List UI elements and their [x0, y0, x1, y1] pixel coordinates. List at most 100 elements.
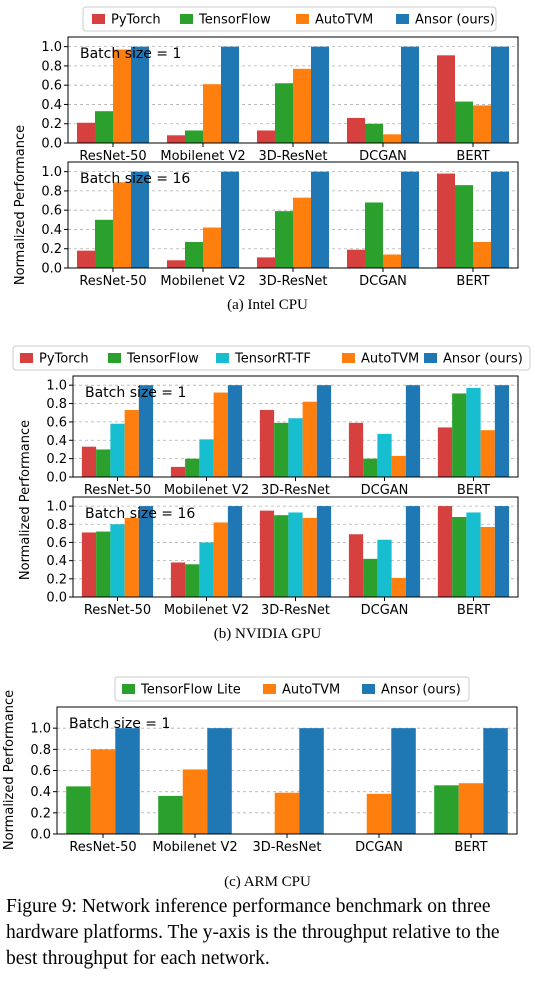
bar-pytorch-bert: [437, 173, 455, 268]
y-tick-label: 1.0: [46, 379, 67, 394]
bar-autotvm-mobilenet-v2: [182, 769, 208, 834]
bar-pytorch-mobilenet-v2: [170, 562, 186, 597]
y-tick-label: 0.6: [41, 79, 62, 94]
bar-autotvm-resnet-50: [113, 182, 131, 268]
bar-tensorflow-resnet-50: [95, 111, 113, 143]
y-tick-label: 0.8: [41, 184, 62, 199]
y-tick-label: 0.4: [46, 434, 67, 449]
x-tick-label: BERT: [457, 603, 490, 618]
caption-nvidia-gpu: (b) NVIDIA GPU: [213, 626, 322, 642]
y-axis-label: Normalized Performance: [13, 125, 28, 285]
bar-tensorflow-resnet-50: [95, 219, 113, 268]
bar-tensorflow-bert: [452, 517, 467, 597]
bar-tensorflow-resnet-50: [96, 449, 111, 477]
bar-ansor-ours--dcgan: [405, 385, 421, 477]
bar-tensorflow-dcgan: [363, 558, 378, 597]
bar-ansor-ours--bert: [483, 728, 508, 834]
legend-swatch-tensorflow: [180, 14, 193, 24]
legend-label: TensorFlow: [198, 13, 271, 28]
legend-label: TensorFlow Lite: [140, 683, 241, 698]
x-tick-label: Mobilenet V2: [160, 274, 245, 289]
bar-ansor-ours--dcgan: [401, 46, 419, 143]
bar-autotvm-resnet-50: [124, 517, 139, 597]
bar-autotvm-mobilenet-v2: [203, 84, 221, 143]
bar-autotvm-bert: [480, 527, 495, 597]
legend-label: PyTorch: [39, 352, 89, 367]
bar-ansor-ours--resnet-50: [131, 46, 149, 143]
legend-label: Ansor (ours): [415, 13, 495, 28]
bar-ansor-ours--mobilenet-v2: [227, 385, 243, 477]
bar-tensorflow-mobilenet-v2: [185, 458, 200, 477]
bar-pytorch-resnet-50: [81, 532, 97, 597]
bar-ansor-ours--bert: [491, 171, 509, 268]
legend-swatch-pytorch: [20, 353, 33, 363]
bar-tensorflow-bert: [452, 393, 467, 477]
panel-frame: [72, 375, 519, 478]
bar-autotvm-bert: [473, 105, 491, 143]
bar-ansor-ours--mobilenet-v2: [221, 171, 239, 268]
caption-arm-cpu: (c) ARM CPU: [224, 874, 311, 890]
bar-pytorch-resnet-50: [77, 122, 95, 143]
legend-label: AutoTVM: [282, 683, 340, 698]
bar-tensorflow-lite-mobilenet-v2: [158, 795, 183, 834]
x-tick-label: BERT: [456, 274, 489, 289]
bar-ansor-ours--resnet-50: [115, 728, 140, 834]
legend-swatch-autotvm: [342, 353, 355, 363]
legend-box: [82, 6, 497, 32]
bar-tensorrt-tf-3d-resnet: [288, 418, 303, 477]
bar-tensorflow-bert: [455, 185, 473, 268]
bar-ansor-ours--dcgan: [405, 506, 421, 597]
bar-ansor-ours--3d-resnet: [299, 728, 324, 834]
caption-intel-cpu: (a) Intel CPU: [227, 297, 308, 313]
legend-label: Ansor (ours): [381, 683, 461, 698]
y-tick-label: 0.4: [30, 785, 51, 800]
bar-tensorflow-3d-resnet: [274, 515, 289, 597]
bar-autotvm-resnet-50: [113, 49, 131, 144]
y-tick-label: 1.0: [30, 722, 51, 737]
bar-autotvm-bert: [473, 241, 491, 268]
y-tick-label: 0.0: [30, 828, 51, 843]
legend-label: TensorRT-TF: [234, 352, 311, 367]
x-tick-label: BERT: [457, 483, 490, 498]
figure-caption: Figure 9: Network inference performance …: [6, 896, 500, 969]
panel-title: Batch size = 1: [85, 385, 186, 401]
bar-tensorrt-tf-resnet-50: [110, 423, 125, 477]
bar-autotvm-resnet-50: [90, 749, 116, 834]
bar-autotvm-resnet-50: [124, 409, 139, 477]
x-tick-label: DCGAN: [361, 483, 409, 498]
y-tick-label: 0.2: [46, 452, 67, 467]
y-tick-label: 0.6: [30, 764, 51, 779]
y-tick-label: 0.4: [41, 98, 62, 113]
bar-autotvm-mobilenet-v2: [213, 392, 228, 477]
bar-ansor-ours--3d-resnet: [311, 46, 329, 143]
bar-pytorch-3d-resnet: [259, 409, 275, 477]
bar-tensorrt-tf-dcgan: [377, 433, 392, 477]
y-tick-label: 0.4: [46, 554, 67, 569]
x-tick-label: Mobilenet V2: [160, 149, 245, 164]
y-tick-label: 0.2: [30, 806, 51, 821]
bar-autotvm-bert: [480, 430, 495, 477]
y-tick-label: 0.2: [41, 117, 62, 132]
bar-pytorch-bert: [437, 506, 453, 597]
x-tick-label: DCGAN: [359, 149, 407, 164]
x-tick-label: 3D-ResNet: [261, 603, 330, 618]
y-tick-label: 0.8: [41, 59, 62, 74]
x-tick-label: 3D-ResNet: [252, 840, 321, 855]
panel-title: Batch size = 16: [85, 506, 195, 522]
legend-swatch-tensorflow: [108, 353, 121, 363]
legend-label: AutoTVM: [315, 13, 373, 28]
bar-pytorch-3d-resnet: [257, 257, 275, 268]
bar-pytorch-mobilenet-v2: [167, 260, 185, 268]
bar-autotvm-3d-resnet: [293, 68, 311, 143]
bar-autotvm-mobilenet-v2: [213, 522, 228, 597]
panel-frame: [67, 36, 519, 144]
legend-swatch-autotvm: [296, 14, 309, 24]
bar-tensorflow-resnet-50: [96, 531, 111, 597]
bar-tensorrt-tf-mobilenet-v2: [199, 439, 214, 477]
bar-pytorch-dcgan: [347, 249, 365, 268]
x-tick-label: Mobilenet V2: [152, 840, 237, 855]
bar-ansor-ours--3d-resnet: [316, 506, 332, 597]
y-axis-label: Normalized Performance: [2, 690, 17, 850]
legend-swatch-ansor-ours-: [424, 353, 437, 363]
bar-tensorrt-tf-3d-resnet: [288, 512, 303, 597]
